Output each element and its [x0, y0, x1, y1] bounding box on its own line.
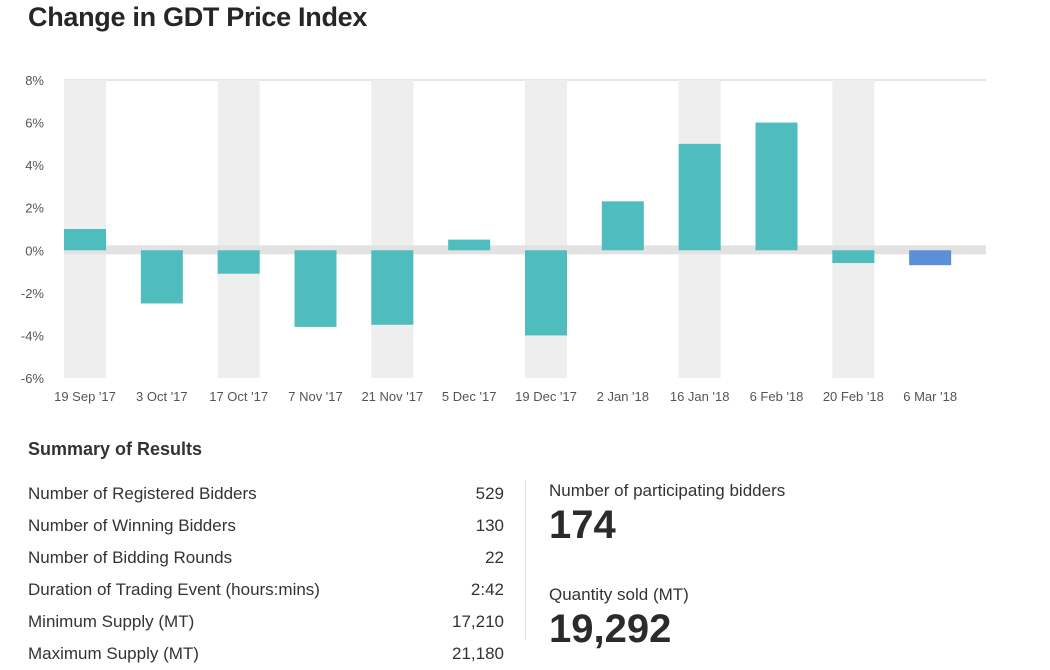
- x-tick-label: 5 Dec '17: [442, 389, 497, 404]
- x-tick-label: 6 Mar '18: [903, 389, 957, 404]
- bar[interactable]: [140, 250, 183, 304]
- y-tick-label: 4%: [25, 158, 44, 173]
- x-tick-label: 2 Jan '18: [597, 389, 649, 404]
- stat-label: Number of Bidding Rounds: [28, 548, 233, 567]
- bar[interactable]: [755, 122, 798, 251]
- stat-label: Minimum Supply (MT): [28, 612, 195, 631]
- x-tick-label: 3 Oct '17: [136, 389, 188, 404]
- page-title: Change in GDT Price Index: [28, 2, 368, 32]
- bar[interactable]: [678, 143, 721, 251]
- x-axis-ticks: 19 Sep '17 3 Oct '17 17 Oct '17 7 Nov '17 21…: [54, 389, 957, 404]
- stat-label: Duration of Trading Event (hours:mins): [28, 580, 320, 599]
- x-tick-label: 19 Dec '17: [515, 389, 577, 404]
- stat-label: Number of Winning Bidders: [28, 516, 236, 535]
- gdt-bar-chart: -6%-4%-2%0%2%4%6%8% 19 Sep '17 3 Oct '17 1…: [21, 73, 986, 404]
- column-band: [217, 80, 260, 378]
- x-tick-label: 19 Sep '17: [54, 389, 116, 404]
- participating-bidders-label: Number of participating bidders: [549, 481, 786, 500]
- bar[interactable]: [525, 250, 567, 336]
- summary-table: Number of Registered Bidders 529 Number …: [28, 478, 504, 670]
- table-row: Minimum Supply (MT) 17,210: [28, 606, 504, 638]
- bar[interactable]: [601, 201, 644, 251]
- stat-label: Maximum Supply (MT): [28, 644, 199, 663]
- stat-value: 17,210: [452, 612, 504, 631]
- column-band: [371, 80, 414, 378]
- y-tick-label: -2%: [21, 286, 45, 301]
- divider: [525, 480, 526, 640]
- x-tick-label: 21 Nov '17: [361, 389, 423, 404]
- stat-value: 529: [475, 484, 504, 503]
- bar[interactable]: [294, 250, 337, 327]
- y-axis-ticks: -6% -4% -2% 0% 2% 4% 6% 8%: [21, 73, 45, 386]
- x-tick-label: 16 Jan '18: [670, 389, 730, 404]
- quantity-sold-value: 19,292: [549, 607, 672, 651]
- stat-value: 130: [475, 516, 504, 535]
- x-tick-label: 20 Feb '18: [823, 389, 884, 404]
- participating-bidders: Number of participating bidders 174: [549, 481, 785, 547]
- bar[interactable]: [832, 250, 875, 264]
- quantity-sold: Quantity sold (MT) 19,292: [549, 585, 689, 651]
- stat-value: 2:42: [470, 580, 504, 599]
- bar[interactable]: [448, 239, 491, 251]
- table-row: Maximum Supply (MT) 21,180: [28, 638, 504, 670]
- summary-title: Summary of Results: [28, 439, 203, 459]
- stat-label: Number of Registered Bidders: [28, 484, 257, 503]
- table-row: Number of Bidding Rounds 22: [28, 542, 504, 574]
- x-tick-label: 6 Feb '18: [750, 389, 804, 404]
- bar[interactable]: [909, 250, 952, 266]
- bars: [64, 122, 952, 336]
- x-tick-label: 7 Nov '17: [288, 389, 343, 404]
- table-row: Duration of Trading Event (hours:mins) 2…: [28, 574, 504, 606]
- zero-line: [64, 245, 986, 255]
- y-tick-label: 2%: [25, 201, 44, 216]
- y-tick-label: 6%: [25, 116, 44, 131]
- y-tick-label: -4%: [21, 328, 45, 343]
- bar[interactable]: [217, 250, 260, 274]
- stat-value: 21,180: [452, 644, 504, 663]
- zero-band: [64, 245, 986, 255]
- quantity-sold-label: Quantity sold (MT): [549, 585, 689, 604]
- column-band: [832, 80, 875, 378]
- y-tick-label: 8%: [25, 73, 44, 88]
- bar[interactable]: [64, 229, 106, 251]
- stat-value: 22: [485, 548, 504, 567]
- table-row: Number of Winning Bidders 130: [28, 510, 504, 542]
- table-row: Number of Registered Bidders 529: [28, 478, 504, 510]
- x-tick-label: 17 Oct '17: [209, 389, 268, 404]
- participating-bidders-value: 174: [549, 503, 616, 547]
- y-tick-label: 0%: [25, 243, 44, 258]
- y-tick-label: -6%: [21, 371, 45, 386]
- bar[interactable]: [371, 250, 414, 325]
